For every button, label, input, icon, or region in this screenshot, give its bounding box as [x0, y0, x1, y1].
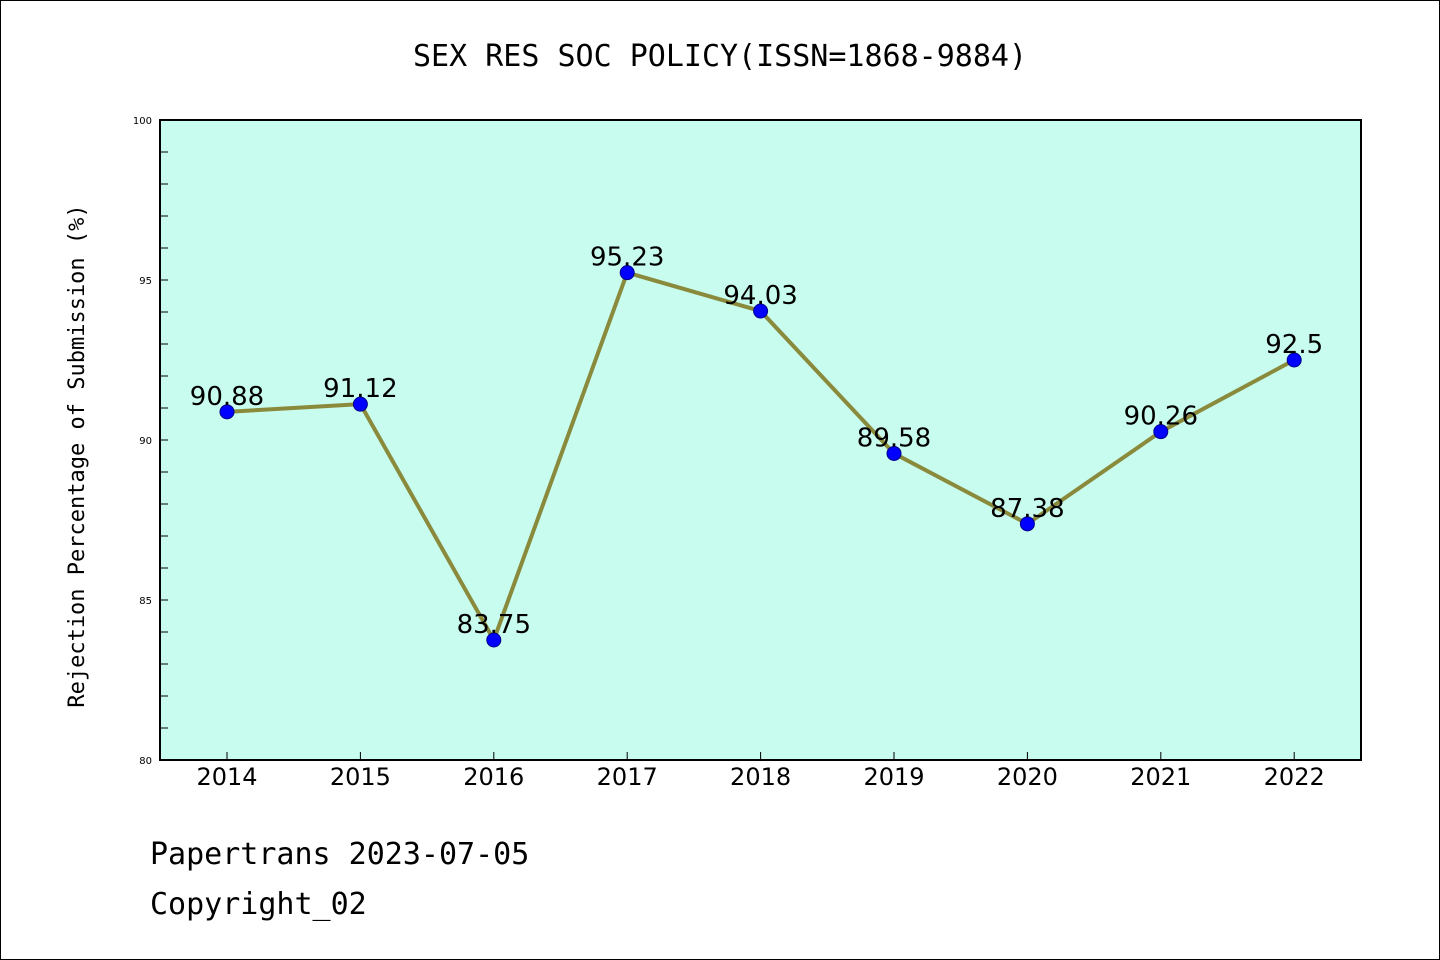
y-tick-label: 90	[139, 436, 152, 447]
data-label: 83.75	[457, 610, 531, 640]
x-tick-label: 2018	[730, 763, 791, 791]
x-tick-label: 2020	[997, 763, 1058, 791]
data-point	[753, 303, 769, 319]
plot-area	[160, 120, 1361, 760]
data-label: 89.58	[857, 423, 931, 453]
data-point	[1019, 516, 1035, 532]
data-labels: 90.88 91.12 83.75 95.23 94.03 89.58 87.38 90.26…	[190, 243, 1323, 640]
data-point	[1153, 424, 1169, 440]
data-label: 91.12	[323, 374, 397, 404]
x-tick-label: 2017	[597, 763, 658, 791]
data-point	[619, 265, 635, 281]
data-point	[1286, 352, 1302, 368]
data-label: 95.23	[590, 243, 664, 273]
footer-date: Papertrans 2023-07-05	[150, 837, 529, 872]
data-point	[886, 445, 902, 461]
series-markers	[219, 265, 1302, 648]
data-label: 90.26	[1124, 402, 1198, 432]
data-label: 94.03	[723, 281, 797, 311]
data-label: 87.38	[990, 494, 1064, 524]
x-axis: 2014 2015 2016 2017 2018 2019 2020 2021 2022	[196, 752, 1325, 791]
data-point	[219, 404, 235, 420]
x-tick-label: 2016	[463, 763, 524, 791]
x-tick-label: 2022	[1264, 763, 1325, 791]
y-tick-label: 80	[139, 756, 152, 767]
x-tick-label: 2015	[330, 763, 391, 791]
plot-border	[159, 119, 1362, 761]
y-tick-label: 95	[139, 276, 152, 287]
data-label: 92.5	[1265, 330, 1323, 360]
y-axis-label: Rejection Percentage of Submission (%)	[65, 204, 90, 707]
data-label: 90.88	[190, 382, 264, 412]
data-point	[486, 632, 502, 648]
y-tick-label: 100	[133, 116, 152, 127]
footer-copyright: Copyright_02	[150, 887, 367, 922]
x-tick-label: 2019	[863, 763, 924, 791]
x-tick-label: 2014	[196, 763, 257, 791]
data-point	[352, 396, 368, 412]
chart-title: SEX RES SOC POLICY(ISSN=1868-9884)	[413, 39, 1027, 74]
y-tick-label: 85	[139, 596, 152, 607]
x-tick-label: 2021	[1130, 763, 1191, 791]
